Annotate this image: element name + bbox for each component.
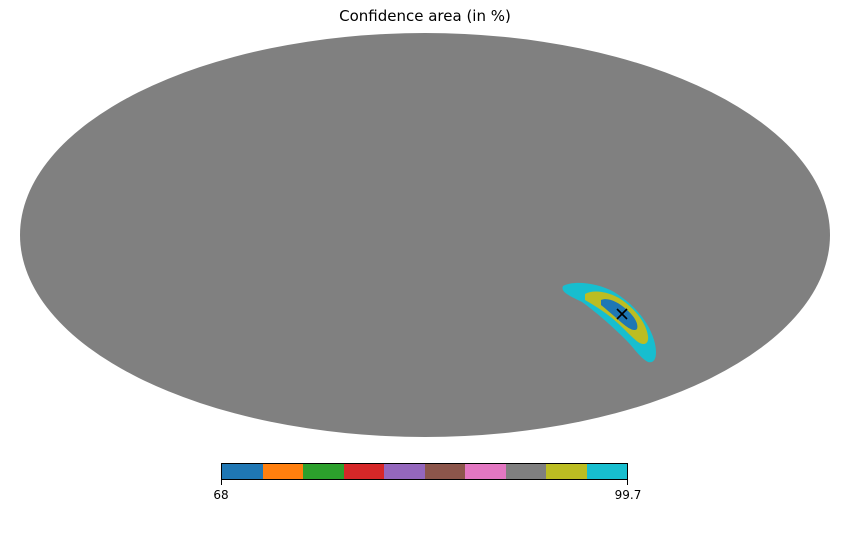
figure-title: Confidence area (in %) bbox=[339, 7, 511, 25]
best-fit-marker bbox=[616, 308, 628, 320]
colorbar-swatch-10 bbox=[586, 464, 627, 479]
colorbar-swatch-8 bbox=[505, 464, 546, 479]
colorbar-swatch-9 bbox=[546, 464, 587, 479]
colorbar-swatch-4 bbox=[343, 464, 384, 479]
colorbar-min-label: 68 bbox=[213, 488, 229, 502]
colorbar-swatch-3 bbox=[303, 464, 344, 479]
colorbar-swatch-5 bbox=[384, 464, 425, 479]
marker-stroke-b bbox=[616, 308, 628, 320]
colorbar-max-tick bbox=[627, 480, 628, 485]
colorbar-min-tick bbox=[221, 480, 222, 485]
colorbar bbox=[221, 463, 628, 480]
colorbar-swatch-1 bbox=[222, 464, 263, 479]
colorbar-swatch-6 bbox=[424, 464, 465, 479]
confidence-contours bbox=[562, 282, 656, 363]
confidence-region-68 bbox=[601, 299, 638, 331]
sky-map-ellipse bbox=[20, 33, 830, 437]
confidence-region-99-7 bbox=[562, 282, 656, 363]
colorbar-swatch-2 bbox=[262, 464, 303, 479]
colorbar-swatch-7 bbox=[465, 464, 506, 479]
colorbar-max-label: 99.7 bbox=[614, 488, 642, 502]
